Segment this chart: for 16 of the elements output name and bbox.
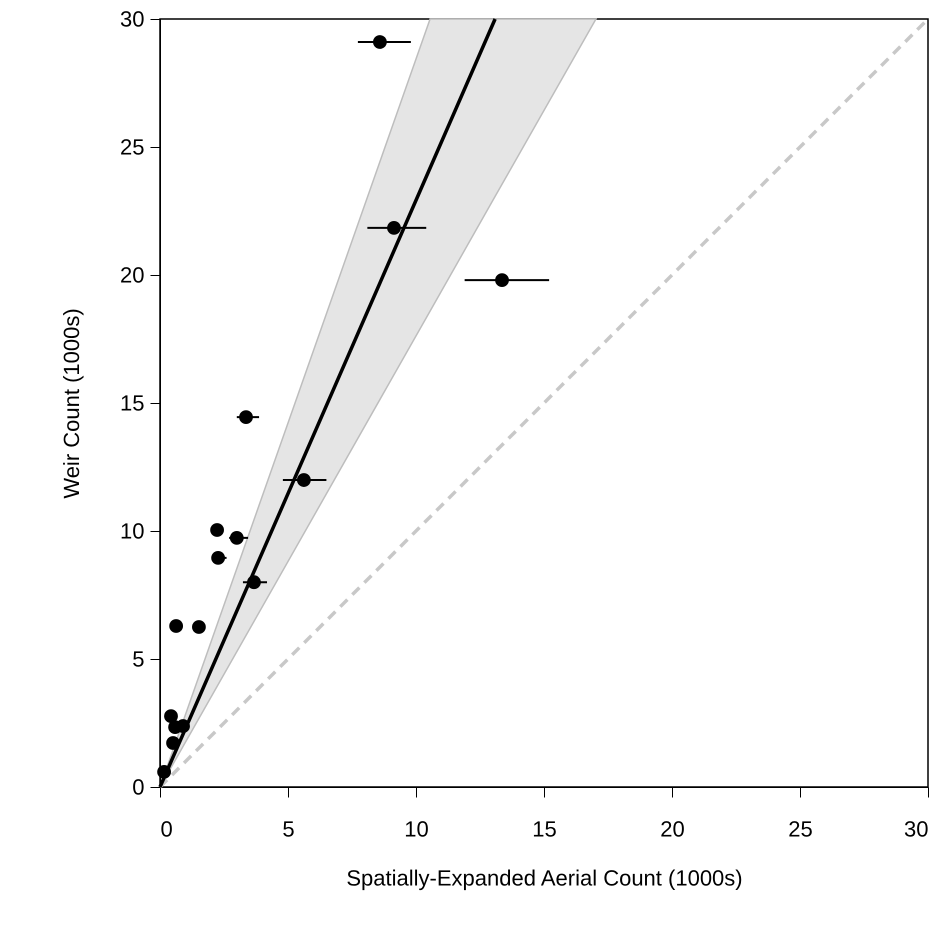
y-axis-title: Weir Count (1000s)	[59, 308, 84, 499]
y-tick-label: 10	[120, 518, 144, 544]
y-tick-label: 30	[120, 6, 144, 32]
y-tick-label: 0	[132, 774, 144, 800]
x-tick-label: 25	[788, 816, 813, 842]
x-tick-label: 20	[660, 816, 685, 842]
x-tick-label: 10	[404, 816, 429, 842]
y-tick-label: 5	[132, 646, 144, 672]
x-tick-label: 5	[282, 816, 295, 842]
y-tick-label: 25	[120, 134, 144, 160]
x-tick-label: 15	[532, 816, 557, 842]
x-tick-label: 30	[904, 816, 928, 842]
x-tick-label: 0	[160, 816, 173, 842]
y-tick-label: 15	[120, 390, 144, 416]
y-tick-label: 20	[120, 262, 144, 288]
x-axis-title: Spatially-Expanded Aerial Count (1000s)	[346, 866, 743, 890]
